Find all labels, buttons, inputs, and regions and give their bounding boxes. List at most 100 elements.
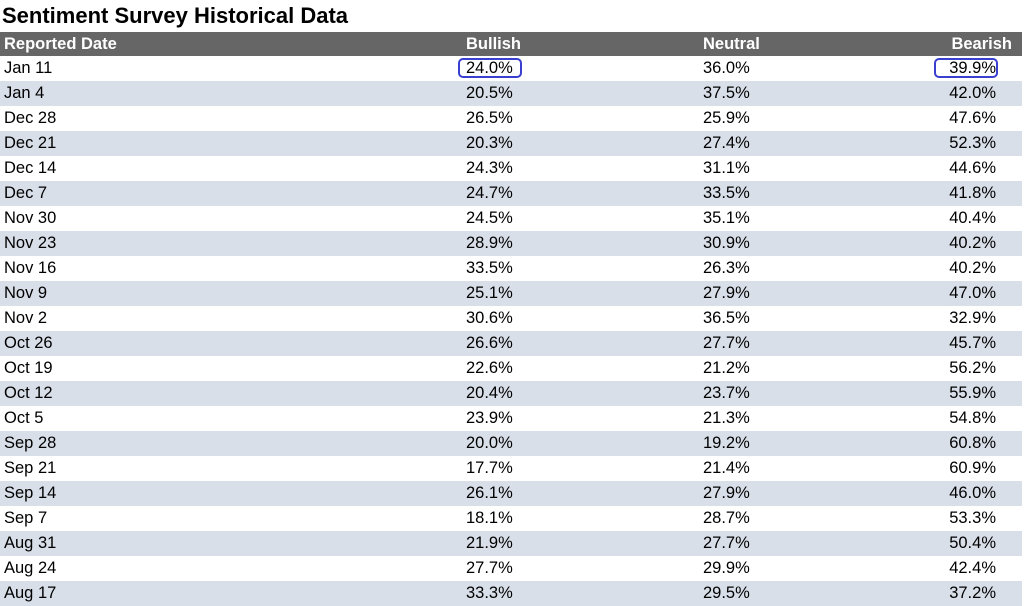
- cell-bearish: 56.2%: [949, 359, 996, 377]
- cell-bearish: 39.9%: [949, 59, 996, 77]
- cell-reported-date: Nov 16: [4, 259, 57, 277]
- cell-bearish: 55.9%: [949, 384, 996, 402]
- cell-bearish: 50.4%: [949, 534, 996, 552]
- cell-bullish: 24.0%: [466, 59, 513, 77]
- table-row: Sep 28 20.0% 19.2% 60.8%: [0, 431, 1022, 456]
- cell-bearish: 47.6%: [949, 109, 996, 127]
- column-header-reported-date: Reported Date: [4, 35, 117, 53]
- cell-bullish: 26.1%: [466, 484, 513, 502]
- table-row: Nov 23 28.9% 30.9% 40.2%: [0, 231, 1022, 256]
- cell-reported-date: Nov 2: [4, 309, 48, 327]
- cell-reported-date: Sep 14: [4, 484, 57, 502]
- cell-neutral: 36.0%: [703, 59, 750, 77]
- cell-bullish: 20.0%: [466, 434, 513, 452]
- table-row: Dec 7 24.7% 33.5% 41.8%: [0, 181, 1022, 206]
- cell-neutral: 30.9%: [703, 234, 750, 252]
- cell-bullish: 18.1%: [466, 509, 513, 527]
- cell-bearish: 40.4%: [949, 209, 996, 227]
- cell-bullish: 30.6%: [466, 309, 513, 327]
- cell-reported-date: Aug 17: [4, 584, 57, 602]
- cell-bullish: 22.6%: [466, 359, 513, 377]
- table-row: Nov 30 24.5% 35.1% 40.4%: [0, 206, 1022, 231]
- column-header-bearish: Bearish: [951, 35, 1012, 53]
- cell-reported-date: Sep 28: [4, 434, 57, 452]
- cell-bearish: 37.2%: [949, 584, 996, 602]
- cell-bullish: 23.9%: [466, 409, 513, 427]
- cell-reported-date: Dec 28: [4, 109, 57, 127]
- cell-bearish: 40.2%: [949, 234, 996, 252]
- cell-reported-date: Nov 23: [4, 234, 57, 252]
- cell-reported-date: Dec 21: [4, 134, 57, 152]
- cell-bullish: 17.7%: [466, 459, 513, 477]
- cell-bearish: 60.9%: [949, 459, 996, 477]
- cell-reported-date: Jan 4: [4, 84, 45, 102]
- cell-reported-date: Oct 26: [4, 334, 53, 352]
- cell-neutral: 21.4%: [703, 459, 750, 477]
- table-row: Aug 31 21.9% 27.7% 50.4%: [0, 531, 1022, 556]
- cell-neutral: 29.9%: [703, 559, 750, 577]
- table-row: Jan 11 24.0% 36.0% 39.9%: [0, 56, 1022, 81]
- cell-reported-date: Nov 9: [4, 284, 48, 302]
- table-row: Dec 14 24.3% 31.1% 44.6%: [0, 156, 1022, 181]
- cell-bullish: 21.9%: [466, 534, 513, 552]
- table-row: Aug 17 33.3% 29.5% 37.2%: [0, 581, 1022, 606]
- cell-neutral: 31.1%: [703, 159, 750, 177]
- cell-reported-date: Aug 31: [4, 534, 57, 552]
- table-row: Sep 21 17.7% 21.4% 60.9%: [0, 456, 1022, 481]
- cell-neutral: 27.9%: [703, 484, 750, 502]
- cell-bullish: 20.4%: [466, 384, 513, 402]
- table-row: Oct 19 22.6% 21.2% 56.2%: [0, 356, 1022, 381]
- cell-neutral: 21.2%: [703, 359, 750, 377]
- cell-reported-date: Dec 7: [4, 184, 48, 202]
- table-row: Dec 21 20.3% 27.4% 52.3%: [0, 131, 1022, 156]
- cell-bullish: 20.5%: [466, 84, 513, 102]
- cell-bullish: 28.9%: [466, 234, 513, 252]
- cell-bullish: 24.5%: [466, 209, 513, 227]
- cell-neutral: 21.3%: [703, 409, 750, 427]
- table-body: Jan 11 24.0% 36.0% 39.9% Jan 4 20.5% 37.5% 42.0…: [0, 56, 1022, 606]
- column-header-bullish: Bullish: [466, 35, 522, 53]
- cell-neutral: 27.7%: [703, 534, 750, 552]
- cell-bullish: 20.3%: [466, 134, 513, 152]
- highlight-box-bullish: [458, 58, 522, 78]
- cell-neutral: 23.7%: [703, 384, 750, 402]
- cell-bullish: 26.5%: [466, 109, 513, 127]
- cell-neutral: 25.9%: [703, 109, 750, 127]
- table-row: Sep 14 26.1% 27.9% 46.0%: [0, 481, 1022, 506]
- cell-reported-date: Nov 30: [4, 209, 57, 227]
- cell-reported-date: Oct 12: [4, 384, 53, 402]
- cell-bearish: 46.0%: [949, 484, 996, 502]
- cell-bearish: 47.0%: [949, 284, 996, 302]
- table-row: Jan 4 20.5% 37.5% 42.0%: [0, 81, 1022, 106]
- cell-bullish: 33.3%: [466, 584, 513, 602]
- cell-neutral: 19.2%: [703, 434, 750, 452]
- cell-bullish: 24.7%: [466, 184, 513, 202]
- cell-bullish: 27.7%: [466, 559, 513, 577]
- table-row: Oct 12 20.4% 23.7% 55.9%: [0, 381, 1022, 406]
- table-row: Oct 26 26.6% 27.7% 45.7%: [0, 331, 1022, 356]
- cell-bearish: 54.8%: [949, 409, 996, 427]
- cell-reported-date: Aug 24: [4, 559, 57, 577]
- cell-neutral: 27.9%: [703, 284, 750, 302]
- table-row: Oct 5 23.9% 21.3% 54.8%: [0, 406, 1022, 431]
- sentiment-table: Reported Date Bullish Neutral Bearish Ja…: [0, 32, 1022, 606]
- table-header-row: Reported Date Bullish Neutral Bearish: [0, 32, 1022, 56]
- cell-bearish: 53.3%: [949, 509, 996, 527]
- cell-neutral: 36.5%: [703, 309, 750, 327]
- cell-neutral: 27.4%: [703, 134, 750, 152]
- cell-bearish: 32.9%: [949, 309, 996, 327]
- cell-neutral: 37.5%: [703, 84, 750, 102]
- cell-reported-date: Jan 11: [4, 59, 53, 77]
- cell-bullish: 24.3%: [466, 159, 513, 177]
- cell-reported-date: Oct 5: [4, 409, 44, 427]
- cell-bearish: 45.7%: [949, 334, 996, 352]
- cell-neutral: 27.7%: [703, 334, 750, 352]
- table-row: Dec 28 26.5% 25.9% 47.6%: [0, 106, 1022, 131]
- cell-bullish: 26.6%: [466, 334, 513, 352]
- cell-reported-date: Sep 21: [4, 459, 57, 477]
- cell-neutral: 28.7%: [703, 509, 750, 527]
- table-row: Nov 16 33.5% 26.3% 40.2%: [0, 256, 1022, 281]
- table-row: Nov 2 30.6% 36.5% 32.9%: [0, 306, 1022, 331]
- cell-bearish: 42.4%: [949, 559, 996, 577]
- cell-bearish: 42.0%: [949, 84, 996, 102]
